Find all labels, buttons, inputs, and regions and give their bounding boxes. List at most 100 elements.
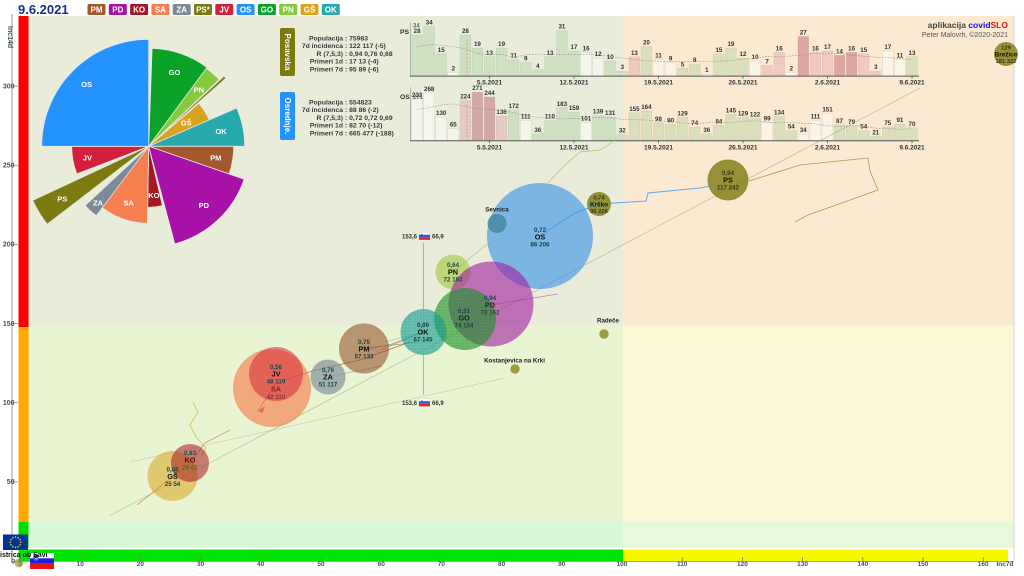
svg-text:5.5.2021: 5.5.2021 xyxy=(477,145,503,152)
svg-text:PN: PN xyxy=(194,85,204,94)
svg-text:3: 3 xyxy=(621,64,625,71)
svg-text:0,64: 0,64 xyxy=(447,262,460,269)
svg-text:Populacija: Populacija xyxy=(309,36,343,43)
svg-text:26.5.2021: 26.5.2021 xyxy=(729,80,758,87)
svg-text:129: 129 xyxy=(1001,46,1011,52)
svg-text:30: 30 xyxy=(197,561,205,568)
svg-text:160: 160 xyxy=(978,561,989,568)
svg-text:2.6.2021: 2.6.2021 xyxy=(815,80,841,87)
svg-text:OK: OK xyxy=(325,6,337,15)
svg-text:10: 10 xyxy=(752,54,759,61)
svg-text:15: 15 xyxy=(860,47,867,54)
svg-text:KO: KO xyxy=(185,456,196,465)
svg-text:Krško: Krško xyxy=(590,202,608,209)
svg-text:istrica ob Savi: istrica ob Savi xyxy=(0,552,48,559)
svg-text:aplikacija covidSLO: aplikacija covidSLO xyxy=(928,20,1009,30)
svg-text:0,76: 0,76 xyxy=(322,367,335,374)
svg-text:86 206: 86 206 xyxy=(531,242,550,249)
svg-text:31: 31 xyxy=(558,24,565,31)
svg-text:5.5.2021: 5.5.2021 xyxy=(477,80,503,87)
svg-text:50: 50 xyxy=(7,479,15,486)
svg-text:129: 129 xyxy=(738,110,749,117)
svg-text:PS: PS xyxy=(723,176,733,185)
svg-text:96 226: 96 226 xyxy=(590,209,609,215)
svg-text:R (7,5,3): R (7,5,3) xyxy=(317,51,343,58)
svg-text:21: 21 xyxy=(872,130,879,137)
svg-text:140: 140 xyxy=(857,561,868,568)
svg-text:66,9: 66,9 xyxy=(432,401,444,407)
svg-text:75: 75 xyxy=(884,120,891,127)
svg-text:34: 34 xyxy=(413,24,420,30)
svg-text:Primeri 1d: Primeri 1d xyxy=(310,123,343,130)
svg-text:9: 9 xyxy=(669,56,673,63)
svg-text:70: 70 xyxy=(909,121,916,128)
svg-text:SA: SA xyxy=(123,199,134,208)
svg-text:10: 10 xyxy=(77,561,85,568)
svg-text:67 145: 67 145 xyxy=(414,337,433,344)
svg-text:ZA: ZA xyxy=(93,198,104,207)
svg-text:7d incidenca: 7d incidenca xyxy=(302,107,343,114)
svg-text:74 154: 74 154 xyxy=(455,323,474,330)
svg-text:181 322: 181 322 xyxy=(996,59,1017,65)
svg-text:54: 54 xyxy=(860,124,867,131)
svg-text:151: 151 xyxy=(822,107,833,114)
svg-text:8: 8 xyxy=(693,57,697,64)
svg-text:20: 20 xyxy=(137,561,145,568)
svg-text:: 665 477 (-188): : 665 477 (-188) xyxy=(345,130,394,137)
svg-text:139: 139 xyxy=(593,109,604,116)
svg-text:PM: PM xyxy=(91,6,103,15)
svg-text:117 242: 117 242 xyxy=(717,185,740,192)
svg-text:19: 19 xyxy=(727,41,734,48)
svg-text:JV: JV xyxy=(272,370,281,379)
svg-text:16: 16 xyxy=(848,45,855,52)
svg-text:111: 111 xyxy=(521,114,531,121)
svg-text:PS: PS xyxy=(57,195,67,204)
svg-text:91: 91 xyxy=(896,117,903,124)
svg-text:: 88 86 (-2): : 88 86 (-2) xyxy=(345,107,379,114)
svg-text:122: 122 xyxy=(750,112,761,119)
svg-text:0,75: 0,75 xyxy=(358,339,371,346)
svg-text:Osrednje.: Osrednje. xyxy=(283,98,292,135)
svg-text:131: 131 xyxy=(605,110,616,117)
svg-text:7: 7 xyxy=(765,58,769,65)
svg-text:271: 271 xyxy=(472,85,483,92)
svg-text:129: 129 xyxy=(677,110,688,117)
svg-text:13: 13 xyxy=(631,50,638,57)
svg-text:2.6.2021: 2.6.2021 xyxy=(815,145,841,152)
svg-text:0,94: 0,94 xyxy=(484,295,497,302)
svg-text:60: 60 xyxy=(378,561,386,568)
svg-text:: 95 89 (-6): : 95 89 (-6) xyxy=(345,66,379,73)
svg-text:PM: PM xyxy=(210,153,221,162)
svg-text:13: 13 xyxy=(546,50,553,57)
svg-text:27: 27 xyxy=(800,29,807,36)
svg-text:28: 28 xyxy=(414,28,421,35)
svg-text:Kostanjevica na Krki: Kostanjevica na Krki xyxy=(484,358,545,365)
svg-text:: 17 13 (-4): : 17 13 (-4) xyxy=(345,59,379,66)
svg-text:34: 34 xyxy=(800,127,807,134)
svg-text:4: 4 xyxy=(536,63,540,70)
svg-text:32: 32 xyxy=(619,128,626,135)
svg-text:12.5.2021: 12.5.2021 xyxy=(560,145,589,152)
svg-text:GO: GO xyxy=(458,314,470,323)
svg-text:164: 164 xyxy=(641,104,652,111)
svg-text:19: 19 xyxy=(498,41,505,48)
svg-text:153,6: 153,6 xyxy=(402,401,418,407)
svg-text:PS: PS xyxy=(400,29,410,36)
svg-text:9: 9 xyxy=(524,56,528,63)
svg-text:GŠ: GŠ xyxy=(167,472,178,481)
svg-text:79: 79 xyxy=(848,119,855,126)
svg-text:5: 5 xyxy=(681,61,685,68)
svg-text:90: 90 xyxy=(667,117,674,124)
svg-text:SA: SA xyxy=(155,6,166,15)
svg-text:54: 54 xyxy=(788,124,795,131)
svg-text:57 133: 57 133 xyxy=(355,354,374,361)
svg-text:130: 130 xyxy=(436,110,447,117)
svg-text:34: 34 xyxy=(426,19,433,26)
svg-text:0,94: 0,94 xyxy=(722,170,735,177)
svg-text:130: 130 xyxy=(797,561,808,568)
svg-text:7d incidenca: 7d incidenca xyxy=(302,43,343,50)
svg-text:9.6.2021: 9.6.2021 xyxy=(899,145,925,152)
svg-text:OS: OS xyxy=(535,233,546,242)
svg-text:159: 159 xyxy=(569,105,580,112)
svg-text:153,6: 153,6 xyxy=(402,234,418,240)
